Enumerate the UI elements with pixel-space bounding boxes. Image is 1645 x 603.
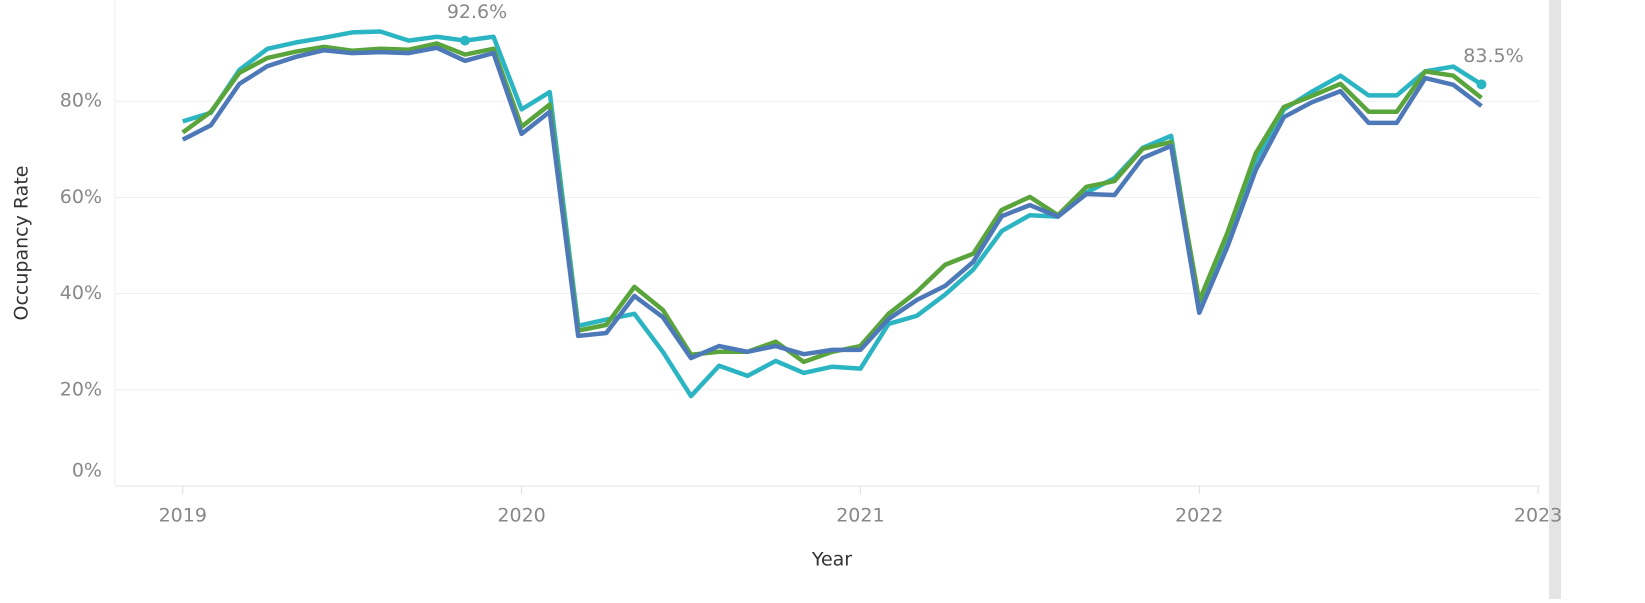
point-marker [1476,79,1487,90]
data-label: 92.6% [447,1,507,23]
x-tick-label: 2023 [1514,505,1562,527]
series-line [182,29,1483,399]
y-tick-label: 80% [60,90,102,112]
scrollbar[interactable] [1549,0,1561,599]
series-line [181,45,1483,361]
y-axis-title: Occupancy Rate [11,166,33,321]
x-tick-label: 2020 [497,505,545,527]
x-tick-label: 2022 [1175,505,1223,527]
y-tick-label: 20% [60,378,102,400]
y-tick-label: 40% [60,282,102,304]
x-tick-label: 2021 [836,505,884,527]
x-axis-title: Year [811,549,852,571]
point-marker [460,35,471,46]
y-tick-label: 0% [72,460,102,482]
x-tick-label: 2019 [159,505,207,527]
data-label: 83.5% [1463,45,1523,67]
y-tick-label: 60% [60,186,102,208]
series-line [181,41,1483,365]
